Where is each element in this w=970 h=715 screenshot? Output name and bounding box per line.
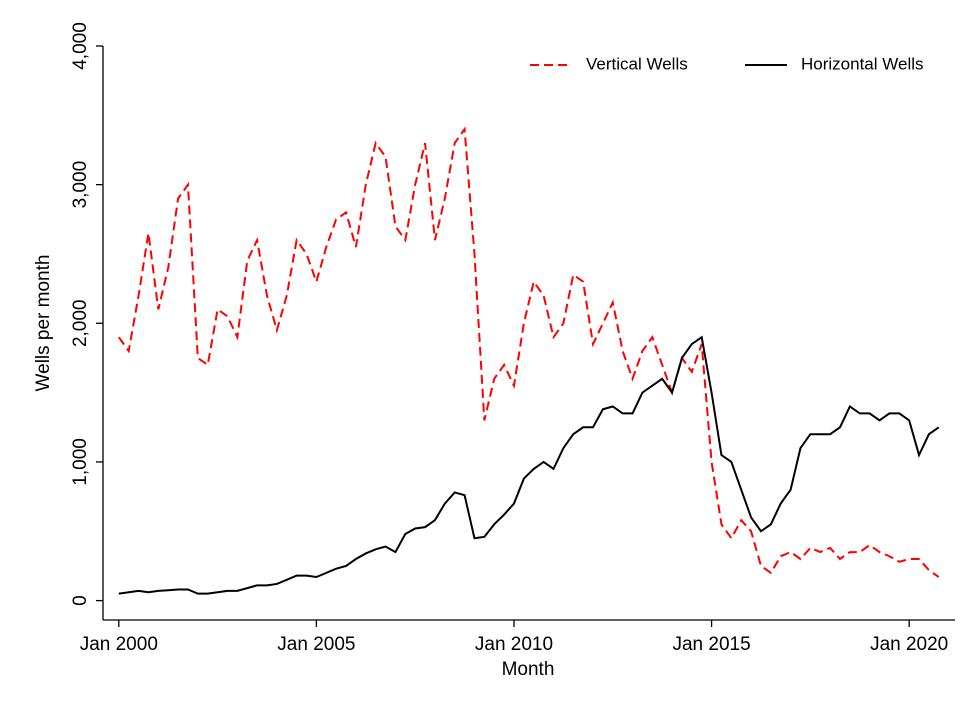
x-tick-label: Jan 2000 xyxy=(80,634,158,655)
y-tick-label: 4,000 xyxy=(70,22,91,70)
x-tick-label: Jan 2010 xyxy=(475,634,553,655)
line-series xyxy=(118,335,940,595)
x-axis-label: Month xyxy=(502,659,555,680)
x-tick-label: Jan 2020 xyxy=(870,634,948,655)
y-tick-label: 0 xyxy=(70,595,91,606)
legend-label: Horizontal Wells xyxy=(801,54,924,73)
y-tick-label: 2,000 xyxy=(70,300,91,348)
y-tick-label: 3,000 xyxy=(70,161,91,209)
legend-label: Vertical Wells xyxy=(586,54,688,73)
y-tick-label: 1,000 xyxy=(70,438,91,486)
y-axis-label: Wells per month xyxy=(33,255,54,392)
x-tick-label: Jan 2005 xyxy=(277,634,355,655)
x-tick-label: Jan 2015 xyxy=(672,634,750,655)
line-series xyxy=(117,126,940,578)
